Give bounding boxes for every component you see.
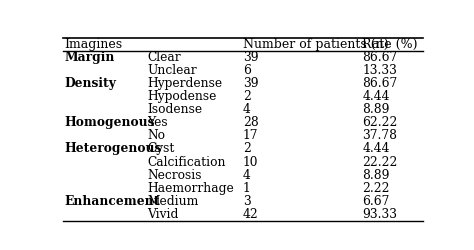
- Text: 3: 3: [243, 195, 251, 208]
- Text: Cyst: Cyst: [147, 142, 175, 156]
- Text: 4: 4: [243, 169, 251, 182]
- Text: 62.22: 62.22: [362, 116, 398, 129]
- Text: Rate (%): Rate (%): [362, 38, 418, 51]
- Text: 42: 42: [243, 208, 259, 221]
- Text: Homogenous: Homogenous: [65, 116, 155, 129]
- Text: Medium: Medium: [147, 195, 199, 208]
- Text: Necrosis: Necrosis: [147, 169, 202, 182]
- Text: 2.22: 2.22: [362, 182, 390, 195]
- Text: 10: 10: [243, 156, 258, 168]
- Text: Vivid: Vivid: [147, 208, 179, 221]
- Text: No: No: [147, 130, 165, 142]
- Text: 6: 6: [243, 64, 251, 77]
- Text: 93.33: 93.33: [362, 208, 397, 221]
- Text: Heterogenous: Heterogenous: [65, 142, 162, 156]
- Text: 39: 39: [243, 77, 258, 90]
- Text: 8.89: 8.89: [362, 103, 390, 116]
- Text: 4.44: 4.44: [362, 142, 390, 156]
- Text: 6.67: 6.67: [362, 195, 390, 208]
- Text: 1: 1: [243, 182, 251, 195]
- Text: Hypodense: Hypodense: [147, 90, 217, 103]
- Text: Density: Density: [65, 77, 117, 90]
- Text: Imagines: Imagines: [65, 38, 123, 51]
- Text: 8.89: 8.89: [362, 169, 390, 182]
- Text: 28: 28: [243, 116, 259, 129]
- Text: 17: 17: [243, 130, 258, 142]
- Text: 22.22: 22.22: [362, 156, 398, 168]
- Text: Margin: Margin: [65, 51, 115, 64]
- Text: 2: 2: [243, 90, 251, 103]
- Text: Yes: Yes: [147, 116, 168, 129]
- Text: Isodense: Isodense: [147, 103, 202, 116]
- Text: 39: 39: [243, 51, 258, 64]
- Text: 4.44: 4.44: [362, 90, 390, 103]
- Text: Hyperdense: Hyperdense: [147, 77, 222, 90]
- Text: Unclear: Unclear: [147, 64, 197, 77]
- Text: 86.67: 86.67: [362, 51, 398, 64]
- Text: 86.67: 86.67: [362, 77, 398, 90]
- Text: Clear: Clear: [147, 51, 181, 64]
- Text: Calcification: Calcification: [147, 156, 226, 168]
- Text: 2: 2: [243, 142, 251, 156]
- Text: 37.78: 37.78: [362, 130, 397, 142]
- Text: Enhancement: Enhancement: [65, 195, 160, 208]
- Text: 13.33: 13.33: [362, 64, 397, 77]
- Text: Haemorrhage: Haemorrhage: [147, 182, 234, 195]
- Text: Number of patients (n): Number of patients (n): [243, 38, 389, 51]
- Text: 4: 4: [243, 103, 251, 116]
